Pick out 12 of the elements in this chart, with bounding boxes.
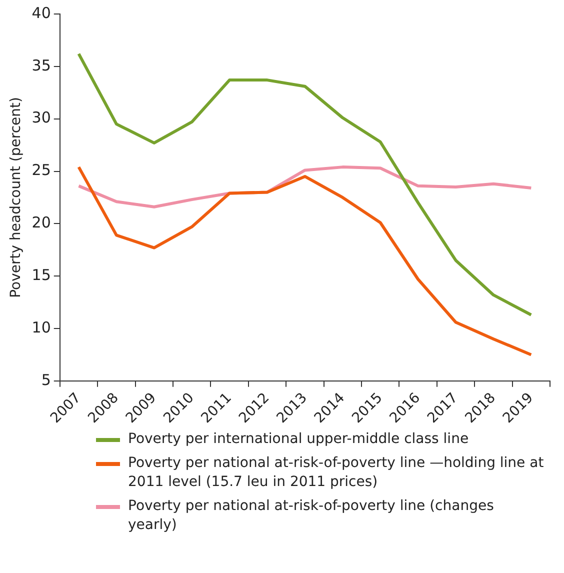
y-tick-label: 10 <box>32 318 51 336</box>
y-tick-label: 20 <box>32 214 51 232</box>
y-tick-label: 30 <box>32 108 51 127</box>
y-tick-label: 35 <box>32 56 51 74</box>
y-axis-title: Poverty headcount (percent) <box>8 97 24 298</box>
y-tick-label: 25 <box>32 161 51 180</box>
legend-label: Poverty per national at-risk-of-poverty line (changes yearly) <box>128 497 495 535</box>
legend-label: Poverty per national at-risk-of-poverty line —holding line at 2011 level (15.7 leu in 2011 prices) <box>128 454 545 492</box>
y-tick-label: 5 <box>41 370 51 389</box>
legend-label: Poverty per international upper-middle class line <box>128 430 469 449</box>
y-tick-label: 15 <box>32 266 51 284</box>
y-tick-label: 40 <box>32 4 51 22</box>
